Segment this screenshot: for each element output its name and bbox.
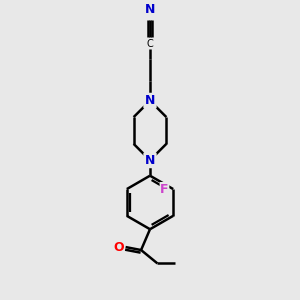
Text: F: F	[160, 183, 169, 196]
Text: N: N	[145, 3, 155, 16]
Text: C: C	[147, 39, 153, 49]
Text: N: N	[145, 94, 155, 107]
Text: O: O	[113, 241, 124, 254]
Text: N: N	[145, 154, 155, 167]
